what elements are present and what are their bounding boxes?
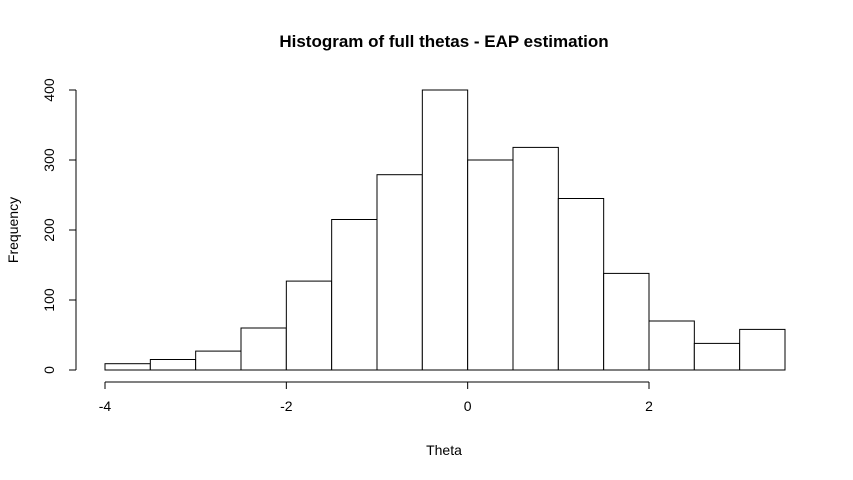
histogram-bar-0 bbox=[104, 363, 151, 371]
histogram-bar-3 bbox=[240, 327, 287, 371]
x-axis-title: Theta bbox=[426, 442, 462, 458]
histogram-bar-2 bbox=[195, 350, 242, 371]
histogram-bar-6 bbox=[376, 174, 423, 371]
histogram-bar-14 bbox=[739, 328, 786, 371]
histogram-bar-7 bbox=[421, 89, 469, 371]
x-axis: -4 -2 0 2 bbox=[99, 381, 653, 414]
histogram-bar-12 bbox=[648, 320, 695, 371]
histogram-bar-5 bbox=[331, 219, 378, 371]
chart-title: Histogram of full thetas - EAP estimatio… bbox=[279, 32, 608, 51]
y-axis-title: Frequency bbox=[5, 197, 21, 263]
y-tick-label-3: 300 bbox=[41, 148, 57, 172]
histogram-bar-9 bbox=[512, 146, 559, 371]
x-tick-label-1: -2 bbox=[280, 398, 293, 414]
y-tick-label-0: 0 bbox=[41, 366, 57, 374]
x-tick-label-0: -4 bbox=[99, 398, 112, 414]
histogram-bar-13 bbox=[693, 342, 741, 371]
histogram-bar-10 bbox=[557, 198, 605, 371]
x-tick-label-3: 2 bbox=[645, 398, 653, 414]
x-tick-label-2: 0 bbox=[464, 398, 472, 414]
histogram-bar-11 bbox=[603, 272, 650, 371]
histogram-bar-4 bbox=[285, 280, 333, 371]
histogram-bar-8 bbox=[467, 159, 514, 371]
histogram-bar-1 bbox=[149, 359, 197, 371]
y-tick-label-2: 200 bbox=[41, 218, 57, 242]
bars-group bbox=[104, 89, 786, 371]
y-tick-label-1: 100 bbox=[41, 288, 57, 312]
y-axis: 0 100 200 300 400 bbox=[41, 78, 77, 374]
y-tick-label-4: 400 bbox=[41, 78, 57, 102]
